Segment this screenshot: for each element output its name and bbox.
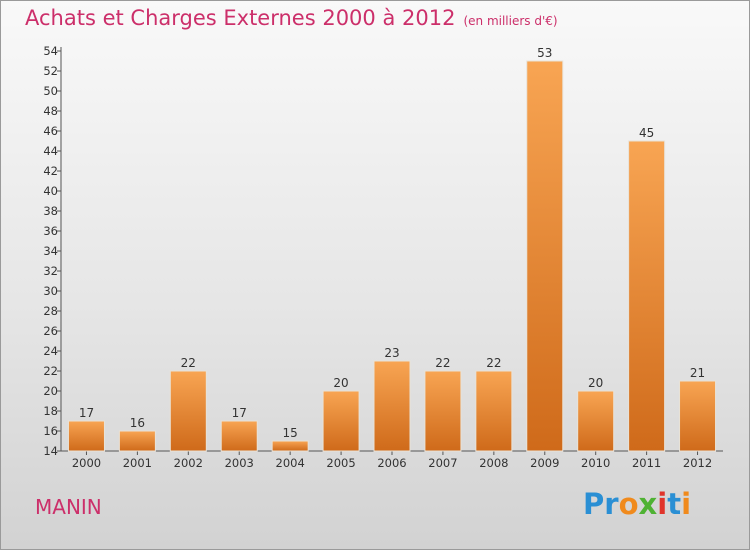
x-tick-label: 2009 [530,456,559,470]
y-axis: 14 16 18 20 22 24 26 28 30 32 34 36 38 40 42 44 46 48 50 52… [43,44,62,458]
data-label: 16 [130,416,145,430]
x-tick-label: 2007 [428,456,457,470]
data-label: 17 [232,406,247,420]
chart-title-text: Achats et Charges Externes 2000 à 2012 [25,6,456,30]
data-label: 22 [486,356,501,370]
chart-subtitle: (en milliers d'€) [463,14,558,28]
y-tick-label: 26 [43,324,58,338]
data-label: 17 [79,406,94,420]
bars [67,60,717,452]
data-labels: 17 16 22 17 15 20 23 22 22 53 20 45 21 [79,46,705,440]
logo-letter: t [667,487,682,521]
y-tick-label: 52 [43,64,58,78]
y-tick-label: 46 [43,124,58,138]
x-tick-label: 2006 [377,456,406,470]
logo-letter: i [681,487,692,521]
bar [118,430,156,452]
y-tick-label: 22 [43,364,58,378]
bar [373,360,411,452]
x-tick-label: 2004 [276,456,305,470]
data-label: 15 [283,426,298,440]
data-label: 22 [181,356,196,370]
logo-letter: x [638,487,658,521]
logo-letter: i [657,487,668,521]
x-tick-label: 2010 [581,456,610,470]
data-label: 20 [588,376,603,390]
bar [577,390,615,452]
y-tick-label: 18 [43,404,58,418]
x-tick-label: 2012 [683,456,712,470]
x-tick-label: 2001 [123,456,152,470]
data-label: 22 [435,356,450,370]
bar [628,140,666,452]
x-tick-label: 2008 [479,456,508,470]
y-tick-label: 28 [43,304,58,318]
y-tick-label: 50 [43,84,58,98]
logo-letter: P [583,487,605,521]
bar [424,370,462,452]
y-tick-label: 20 [43,384,58,398]
bar [271,440,309,452]
y-tick-label: 30 [43,284,58,298]
y-tick-label: 34 [43,244,58,258]
x-axis: 2000 2001 2002 2003 2004 2005 2006 2007 2008 2009… [61,450,723,470]
y-tick-label: 36 [43,224,58,238]
y-tick-label: 14 [43,444,58,458]
x-tick-label: 2003 [225,456,254,470]
y-tick-label: 24 [43,344,58,358]
commune-name: MANIN [35,495,102,519]
y-tick-label: 40 [43,184,58,198]
bar [526,60,564,452]
x-tick-label: 2002 [174,456,203,470]
logo-letter: r [604,487,619,521]
x-tick-label: 2000 [72,456,101,470]
bar [679,380,717,452]
data-label: 20 [333,376,348,390]
y-tick-label: 38 [43,204,58,218]
chart-title: Achats et Charges Externes 2000 à 2012 (e… [25,6,558,30]
data-label: 21 [690,366,705,380]
bar [322,390,360,452]
y-tick-label: 54 [43,44,58,58]
y-tick-label: 32 [43,264,58,278]
data-label: 53 [537,46,552,60]
bar [475,370,513,452]
y-tick-label: 48 [43,104,58,118]
proxiti-logo: Proxiti [583,487,691,521]
bar [67,420,105,452]
y-tick-label: 16 [43,424,58,438]
x-tick-label: 2011 [632,456,661,470]
x-tick-label: 2005 [326,456,355,470]
bar [169,370,207,452]
logo-letter: o [618,487,639,521]
bar [220,420,258,452]
data-label: 45 [639,126,654,140]
data-label: 23 [384,346,399,360]
y-tick-label: 44 [43,144,58,158]
y-tick-label: 42 [43,164,58,178]
